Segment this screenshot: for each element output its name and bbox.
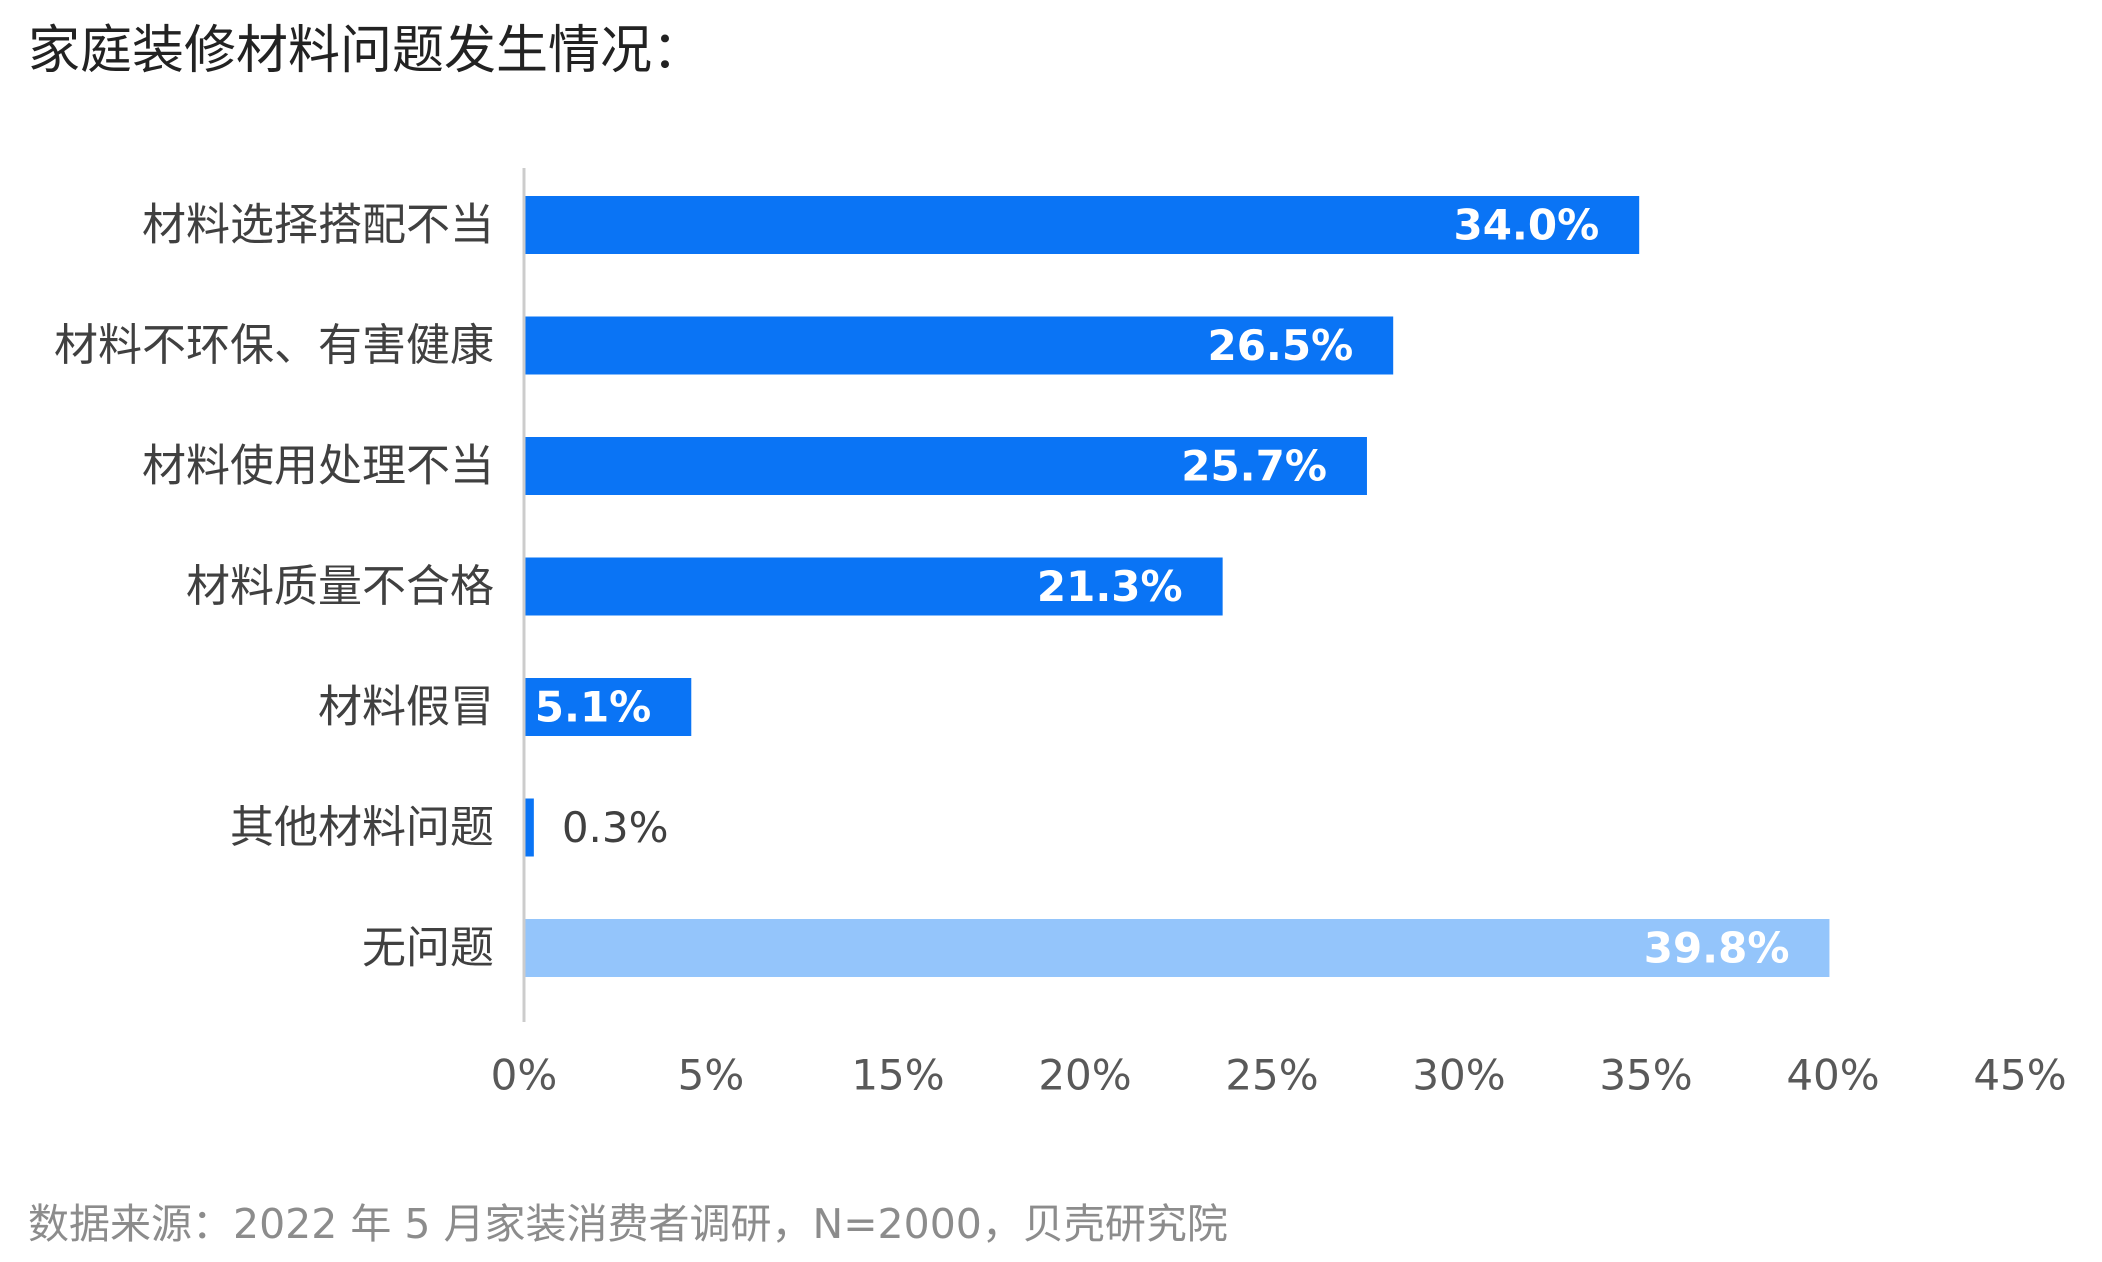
- x-tick-label: 15%: [851, 1051, 944, 1100]
- category-label: 材料假冒: [318, 682, 494, 733]
- x-tick-label: 45%: [1973, 1051, 2066, 1100]
- bar: [524, 437, 1367, 495]
- bar: [524, 798, 534, 857]
- bar: [524, 316, 1394, 375]
- category-label: 无问题: [362, 923, 494, 974]
- data-label: 39.8%: [1644, 924, 1790, 973]
- data-label: 25.7%: [1181, 442, 1327, 491]
- x-tick-label: 5%: [678, 1051, 745, 1100]
- data-source: 数据来源：2022 年 5 月家装消费者调研，N=2000，贝壳研究院: [28, 1200, 1228, 1248]
- data-label: 21.3%: [1037, 562, 1183, 611]
- category-label: 材料不环保、有害健康: [54, 320, 494, 371]
- bar: [524, 919, 1830, 977]
- bar: [524, 678, 692, 736]
- category-label: 其他材料问题: [230, 802, 494, 853]
- data-label: 5.1%: [535, 683, 651, 732]
- data-label: 26.5%: [1207, 321, 1353, 370]
- bar: [524, 196, 1640, 254]
- x-tick-label: 40%: [1786, 1051, 1879, 1100]
- data-label: 34.0%: [1453, 201, 1599, 250]
- x-tick-label: 35%: [1599, 1051, 1692, 1100]
- data-label: 0.3%: [562, 803, 669, 852]
- x-tick-label: 30%: [1412, 1051, 1505, 1100]
- x-tick-label: 25%: [1225, 1051, 1318, 1100]
- category-label: 材料使用处理不当: [142, 441, 494, 492]
- chart-title: 家庭装修材料问题发生情况：: [28, 21, 705, 81]
- bar: [524, 557, 1223, 616]
- category-label: 材料选择搭配不当: [142, 200, 494, 251]
- x-tick-label: 0%: [491, 1051, 558, 1100]
- category-label: 材料质量不合格: [186, 561, 494, 612]
- x-tick-label: 20%: [1038, 1051, 1131, 1100]
